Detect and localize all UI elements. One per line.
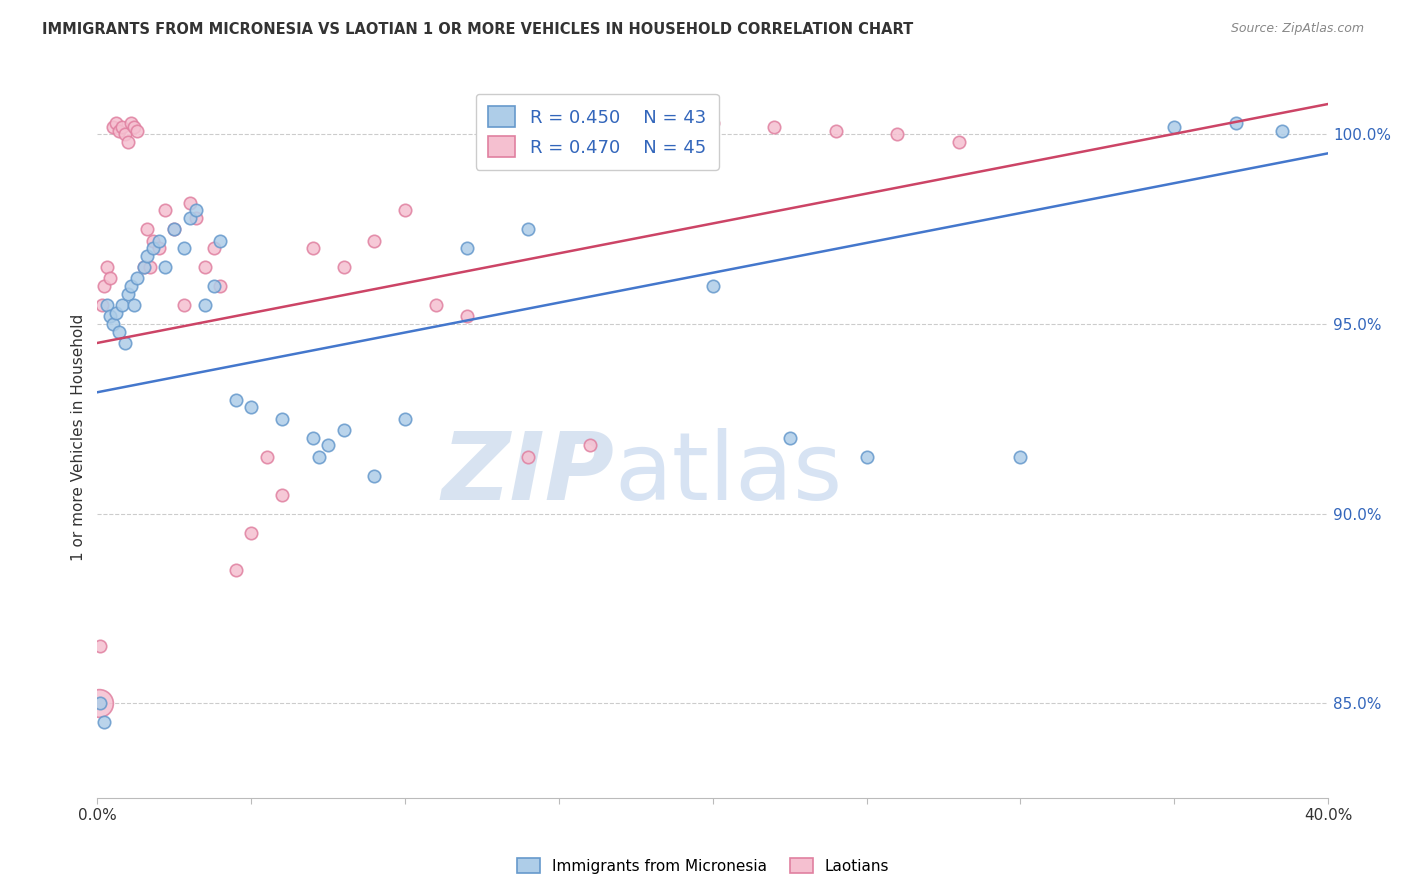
Point — [148, 241, 170, 255]
Point — [179, 211, 201, 225]
Point — [120, 279, 142, 293]
Point — [316, 438, 339, 452]
Point — [456, 310, 478, 324]
Point — [132, 260, 155, 274]
Point — [202, 241, 225, 255]
Point — [578, 438, 600, 452]
Point — [96, 298, 118, 312]
Point — [184, 211, 207, 225]
Point — [225, 392, 247, 407]
Point — [301, 431, 323, 445]
Point — [173, 298, 195, 312]
Text: ZIP: ZIP — [441, 428, 614, 520]
Point — [332, 260, 354, 274]
Point — [93, 279, 115, 293]
Point — [98, 310, 121, 324]
Point — [394, 411, 416, 425]
Point — [271, 488, 294, 502]
Point — [163, 222, 186, 236]
Point — [114, 335, 136, 350]
Point — [91, 298, 114, 312]
Point — [89, 640, 111, 654]
Point — [138, 260, 160, 274]
Point — [89, 696, 111, 710]
Point — [127, 123, 149, 137]
Point — [153, 203, 176, 218]
Point — [240, 525, 263, 540]
Point — [702, 116, 724, 130]
Point — [127, 271, 149, 285]
Point — [194, 260, 217, 274]
Point — [101, 120, 124, 134]
Legend: R = 0.450    N = 43, R = 0.470    N = 45: R = 0.450 N = 43, R = 0.470 N = 45 — [475, 94, 718, 169]
Point — [332, 423, 354, 437]
Point — [104, 305, 127, 319]
Point — [763, 120, 786, 134]
Point — [142, 241, 165, 255]
Point — [184, 203, 207, 218]
Point — [117, 135, 139, 149]
Point — [308, 450, 330, 464]
Point — [87, 696, 110, 710]
Text: IMMIGRANTS FROM MICRONESIA VS LAOTIAN 1 OR MORE VEHICLES IN HOUSEHOLD CORRELATIO: IMMIGRANTS FROM MICRONESIA VS LAOTIAN 1 … — [42, 22, 914, 37]
Point — [93, 715, 115, 730]
Point — [1163, 120, 1185, 134]
Point — [640, 120, 662, 134]
Point — [394, 203, 416, 218]
Point — [98, 271, 121, 285]
Point — [135, 249, 157, 263]
Point — [271, 411, 294, 425]
Point — [111, 298, 134, 312]
Point — [101, 317, 124, 331]
Point — [163, 222, 186, 236]
Point — [173, 241, 195, 255]
Point — [111, 120, 134, 134]
Point — [948, 135, 970, 149]
Point — [142, 234, 165, 248]
Point — [886, 128, 908, 142]
Point — [256, 450, 278, 464]
Point — [225, 564, 247, 578]
Legend: Immigrants from Micronesia, Laotians: Immigrants from Micronesia, Laotians — [510, 852, 896, 880]
Point — [363, 468, 385, 483]
Point — [135, 222, 157, 236]
Point — [1271, 123, 1294, 137]
Point — [114, 128, 136, 142]
Point — [779, 431, 801, 445]
Point — [148, 234, 170, 248]
Point — [132, 260, 155, 274]
Point — [153, 260, 176, 274]
Point — [824, 123, 846, 137]
Y-axis label: 1 or more Vehicles in Household: 1 or more Vehicles in Household — [72, 314, 86, 561]
Point — [517, 450, 540, 464]
Point — [1010, 450, 1032, 464]
Point — [124, 120, 146, 134]
Point — [425, 298, 447, 312]
Point — [104, 116, 127, 130]
Point — [120, 116, 142, 130]
Point — [194, 298, 217, 312]
Point — [855, 450, 877, 464]
Point — [209, 234, 232, 248]
Point — [517, 222, 540, 236]
Point — [117, 286, 139, 301]
Text: Source: ZipAtlas.com: Source: ZipAtlas.com — [1230, 22, 1364, 36]
Point — [702, 279, 724, 293]
Point — [301, 241, 323, 255]
Point — [363, 234, 385, 248]
Point — [124, 298, 146, 312]
Point — [96, 260, 118, 274]
Point — [456, 241, 478, 255]
Point — [179, 195, 201, 210]
Point — [108, 325, 131, 339]
Point — [240, 401, 263, 415]
Point — [1225, 116, 1247, 130]
Point — [202, 279, 225, 293]
Point — [209, 279, 232, 293]
Point — [108, 123, 131, 137]
Text: atlas: atlas — [614, 428, 842, 520]
